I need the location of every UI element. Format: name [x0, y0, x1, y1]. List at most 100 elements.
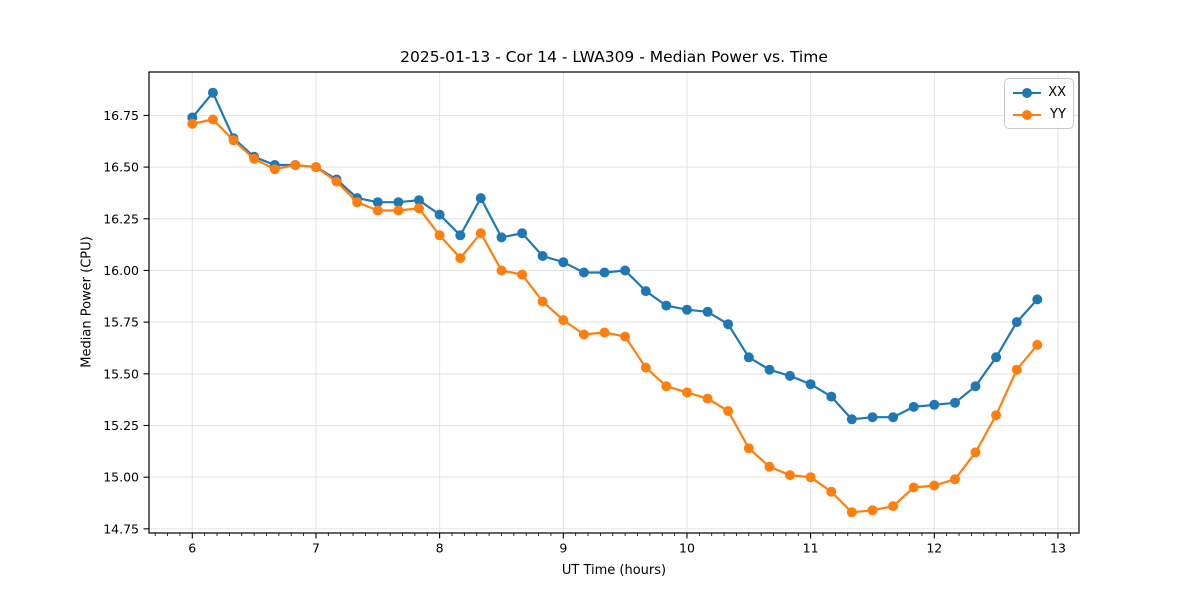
data-point: [228, 135, 239, 146]
data-point: [785, 370, 795, 381]
data-point: [620, 265, 631, 276]
data-point: [743, 352, 754, 363]
x-tick-label: 12: [926, 541, 942, 556]
data-point: [723, 406, 734, 416]
data-point: [372, 205, 383, 216]
x-tick-label: 6: [188, 541, 196, 556]
data-point: [455, 253, 466, 264]
x-tick-label: 8: [436, 541, 444, 556]
data-point: [434, 209, 445, 220]
data-point: [661, 300, 672, 311]
data-point: [867, 505, 878, 516]
y-tick-label: 15.75: [103, 315, 139, 330]
data-point: [475, 228, 486, 239]
series-line: [191, 118, 1039, 514]
legend-label-xx: XX: [1048, 85, 1066, 100]
data-point: [352, 197, 363, 208]
legend-item-xx: XX: [1011, 83, 1066, 102]
data-point: [950, 474, 960, 485]
data-point: [249, 153, 260, 164]
data-point: [743, 443, 754, 454]
data-point: [269, 164, 280, 175]
data-point: [640, 286, 651, 297]
data-point: [372, 197, 383, 208]
data-point: [805, 379, 816, 390]
x-tick-label: 9: [559, 541, 567, 556]
data-point: [207, 87, 218, 98]
data-point: [826, 486, 837, 497]
data-point: [888, 412, 899, 423]
data-point: [455, 230, 466, 241]
chart-title: 2025-01-13 - Cor 14 - LWA309 - Median Po…: [400, 48, 828, 66]
data-point: [682, 304, 692, 315]
data-point: [723, 319, 734, 330]
x-axis-label: UT Time (hours): [561, 563, 667, 578]
data-point: [414, 203, 424, 214]
data-point: [805, 472, 816, 483]
data-point: [414, 195, 424, 206]
data-point: [991, 410, 1002, 421]
series-line: [191, 91, 1039, 421]
data-point: [393, 197, 404, 208]
data-point: [702, 306, 713, 317]
data-point: [434, 230, 445, 241]
data-point: [331, 176, 342, 187]
data-point: [908, 401, 919, 412]
data-point: [785, 470, 795, 481]
data-point: [846, 507, 857, 518]
data-point: [517, 269, 528, 280]
data-point: [578, 267, 589, 278]
x-tick-label: 13: [1050, 541, 1066, 556]
data-point: [682, 387, 692, 398]
data-point: [393, 205, 404, 216]
legend-line-marker-icon: [1013, 87, 1041, 98]
data-point: [496, 265, 507, 276]
data-point: [929, 480, 940, 491]
data-point: [908, 482, 919, 493]
series-yy: [187, 114, 1043, 518]
y-tick-label: 16.00: [103, 263, 139, 278]
x-tick-label: 10: [679, 541, 695, 556]
data-point: [702, 393, 713, 404]
data-point: [599, 327, 610, 338]
data-point: [290, 160, 301, 170]
y-tick-label: 16.75: [103, 108, 139, 123]
x-tick-label: 7: [312, 541, 320, 556]
data-point: [537, 296, 548, 307]
data-point: [1032, 294, 1043, 305]
x-minor-ticks: [154, 533, 1071, 536]
y-axis-ticks: 14.75 15.00 15.25 15.50 15.75 16.00 16.25 16.50…: [103, 108, 149, 536]
data-point: [888, 501, 899, 512]
legend-line-marker-icon: [1013, 109, 1041, 120]
y-tick-label: 16.50: [103, 160, 139, 175]
data-point: [764, 461, 775, 472]
data-point: [558, 315, 569, 326]
data-point: [537, 251, 548, 261]
data-point: [1032, 339, 1043, 350]
data-point: [620, 331, 631, 342]
y-tick-label: 16.25: [103, 211, 139, 226]
data-point: [950, 397, 960, 408]
data-point: [764, 364, 775, 375]
data-point: [1011, 364, 1022, 375]
data-point: [558, 257, 569, 268]
data-point: [826, 391, 837, 402]
y-tick-label: 15.00: [103, 470, 139, 485]
data-point: [867, 412, 878, 423]
grid: [149, 72, 1079, 533]
data-point: [1011, 317, 1022, 328]
data-point: [475, 193, 486, 204]
data-point: [991, 352, 1002, 363]
legend: XX YY: [1004, 78, 1074, 129]
data-point: [929, 399, 940, 410]
data-point: [187, 118, 198, 129]
data-point: [311, 162, 321, 173]
data-point: [970, 381, 981, 392]
data-point: [207, 114, 218, 125]
data-point: [496, 232, 507, 243]
x-tick-label: 11: [803, 541, 819, 556]
y-tick-label: 15.25: [103, 418, 139, 433]
axes-spines: [148, 71, 1080, 534]
